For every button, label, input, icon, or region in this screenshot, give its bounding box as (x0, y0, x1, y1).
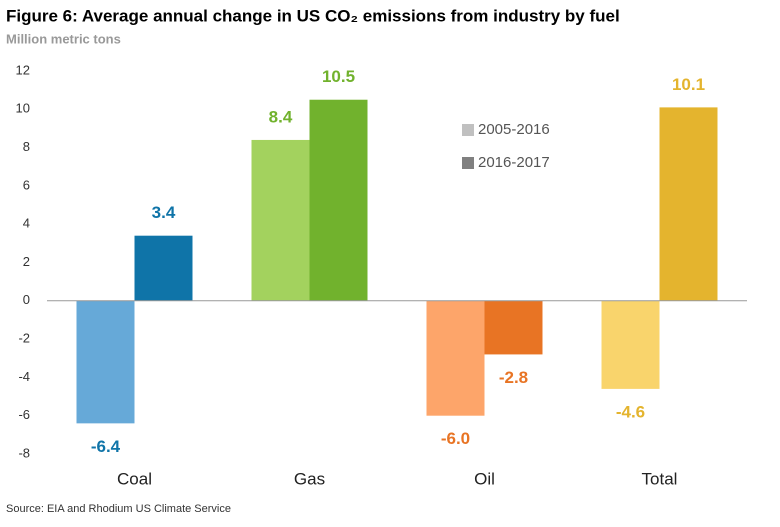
bar (309, 99, 368, 301)
value-label: -6.4 (91, 437, 121, 456)
bar (76, 300, 135, 424)
chart-title: Figure 6: Average annual change in US CO… (6, 6, 620, 25)
y-tick-label: 2 (23, 254, 30, 269)
y-tick-label: 8 (23, 139, 30, 154)
value-label: 8.4 (269, 107, 293, 126)
source: Source: EIA and Rhodium US Climate Servi… (6, 503, 231, 515)
y-tick-label: 6 (23, 177, 30, 192)
y-tick-label: 0 (23, 292, 30, 307)
legend-swatch (462, 124, 474, 136)
chart-subtitle: Million metric tons (6, 31, 121, 46)
y-tick-label: -8 (18, 445, 30, 460)
legend-label: 2005-2016 (478, 121, 550, 138)
y-tick-label: 12 (16, 62, 30, 77)
bar (134, 235, 193, 301)
value-label: -2.8 (499, 368, 528, 387)
y-tick-label: -4 (18, 369, 30, 384)
bar (426, 300, 485, 416)
legend-swatch (462, 157, 474, 169)
x-tick-label: Gas (294, 469, 325, 488)
y-tick-label: -6 (18, 407, 30, 422)
bar (251, 139, 310, 301)
value-label: 10.1 (672, 75, 705, 94)
bar (601, 300, 660, 389)
bar (659, 107, 718, 301)
x-tick-label: Total (642, 469, 678, 488)
bar (484, 300, 543, 355)
y-tick-label: 10 (16, 101, 30, 116)
value-label: 10.5 (322, 67, 355, 86)
y-tick-label: -2 (18, 331, 30, 346)
value-label: 3.4 (152, 203, 176, 222)
y-tick-label: 4 (23, 216, 30, 231)
value-label: -6.0 (441, 429, 470, 448)
x-tick-label: Oil (474, 469, 495, 488)
legend-label: 2016-2017 (478, 154, 550, 171)
value-label: -4.6 (616, 402, 645, 421)
x-tick-label: Coal (117, 469, 152, 488)
